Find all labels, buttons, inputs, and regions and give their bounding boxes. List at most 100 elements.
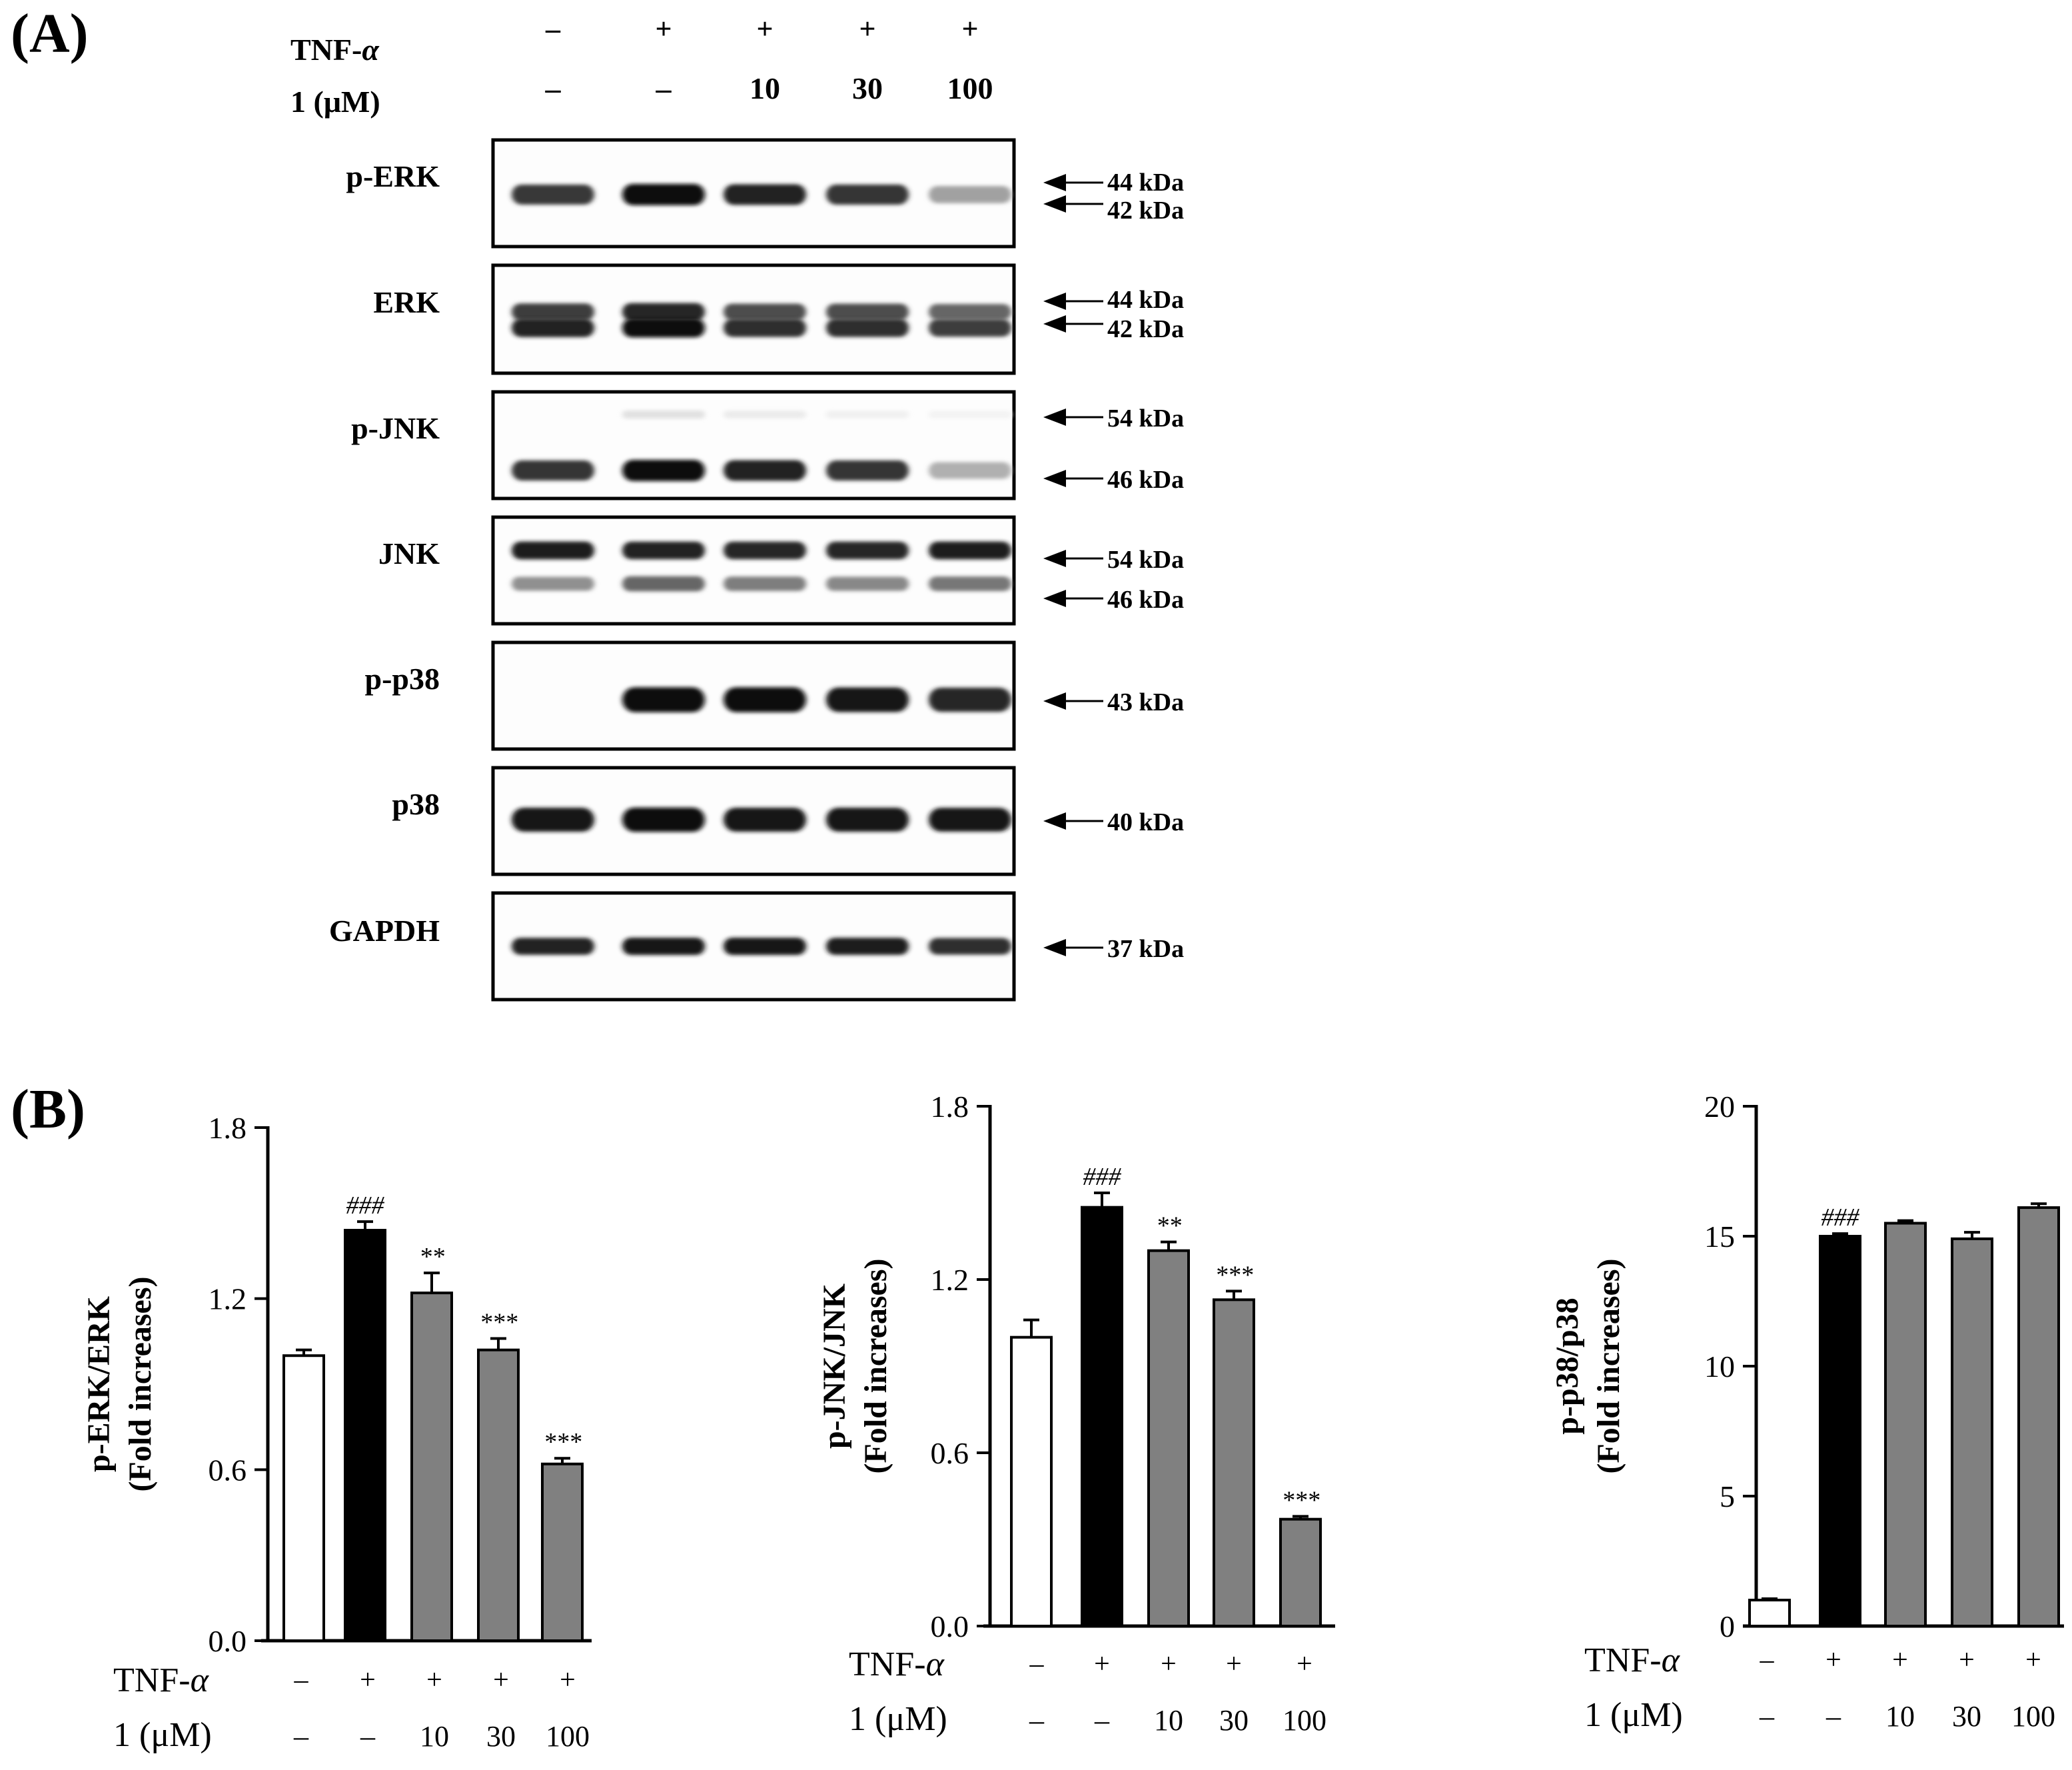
significance-label: ### [346,1192,385,1220]
wb-tnf-value: + [655,13,672,45]
bar [1147,1249,1190,1627]
marker-label: 40 kDa [1107,808,1184,836]
wb-dose-value: – [545,71,562,105]
marker-arrow-head [1043,550,1066,567]
significance-label: ### [1083,1163,1122,1191]
blot-label: p-p38 [365,662,440,696]
bar [477,1348,520,1642]
bar [1010,1335,1053,1627]
blot-band [929,411,1011,419]
blot-label: p-JNK [351,411,440,445]
blot-band [512,808,594,832]
chart-dose-value: 100 [2011,1700,2055,1733]
chart-tnf-value: + [1825,1645,1841,1675]
y-axis-label: (Fold increases) [858,1258,893,1473]
y-tick-label: 0.6 [931,1436,969,1470]
blot-band [622,807,705,832]
wb-tnf-value: – [545,13,561,45]
blot-band [826,184,909,205]
y-tick-label: 0.0 [931,1609,969,1643]
chart-tnf-value: – [1760,1645,1775,1675]
blot-band [724,319,806,337]
marker-label: 46 kDa [1107,586,1184,614]
y-tick-label: 1.2 [209,1282,247,1316]
chart-tnf-value: + [1094,1649,1110,1679]
blot-gapdh: GAPDH 37 kDa [329,891,1184,1002]
marker-label: 37 kDa [1107,935,1184,963]
y-tick-label: 10 [1704,1349,1735,1383]
blot-band [929,319,1011,337]
blot-band [724,411,806,419]
chart-dose-value: 30 [1219,1704,1249,1737]
y-tick-label: 15 [1704,1220,1735,1254]
chart-tnf-value: – [294,1665,309,1695]
chart-dose-value: – [293,1720,309,1753]
marker-arrow-head [1043,812,1066,830]
chart-tnf-value: + [560,1665,576,1695]
blot-band [622,938,705,955]
blot-band [724,460,806,481]
blot-band [724,808,806,832]
chart-dose-value: 10 [1885,1700,1915,1733]
blot-band [929,462,1011,479]
wb-dose-value: 100 [947,71,993,105]
bar [2017,1206,2060,1627]
blot-band [512,460,594,481]
wb-dose-value: 30 [852,71,883,105]
chart-tnf-value: – [1029,1649,1045,1679]
blot-band [826,938,909,955]
chart-dose-value: 10 [1154,1704,1183,1737]
chart-tnf-value: + [1226,1649,1242,1679]
marker-arrow-head [1043,590,1066,607]
wb-dose-label: 1 (μM) [290,85,380,119]
chart-tnf-value: + [493,1665,509,1695]
bar [282,1354,325,1642]
blot-band [622,410,705,419]
blot-band [724,576,806,591]
bar [410,1292,453,1642]
marker-label: 43 kDa [1107,688,1184,716]
panel-label-a: (A) [11,3,89,65]
marker-label: 54 kDa [1107,546,1184,574]
y-tick-label: 0 [1720,1609,1735,1643]
bar-chart-3: 0 5 10 15 20 p-p38/p38 (Fold increases) ### TNF-… [1550,1090,2064,1734]
bar [1951,1237,1993,1627]
significance-label: ** [419,1243,444,1271]
blot-band [929,304,1011,320]
blot-label: JNK [378,536,440,570]
blot-band [512,541,594,560]
chart-dose-label: 1 (μM) [113,1716,212,1754]
chart-tnf-label: TNF-α [113,1661,210,1699]
blot-p-jnk: p-JNK 54 kDa 46 kDa [351,390,1184,500]
y-tick-label: 0.0 [209,1624,247,1658]
chart-dose-value: – [1094,1704,1110,1737]
blot-band [724,938,806,955]
y-axis-label: (Fold increases) [123,1276,158,1491]
chart-dose-value: 10 [420,1720,449,1753]
y-tick-label: 1.8 [209,1111,247,1145]
chart-dose-label: 1 (μM) [1584,1696,1683,1734]
bar-charts: 0.00.61.21.8p-ERK/ERK (Fold increases)###… [81,1090,2064,1754]
bar [1884,1222,1927,1627]
blot-band [724,303,806,321]
chart-tnf-label: TNF-α [849,1645,945,1683]
chart-dose-value: 100 [546,1720,590,1753]
blot-band [724,687,806,712]
marker-label: 42 kDa [1107,315,1184,343]
marker-arrow-head [1043,315,1066,333]
blot-band [512,303,594,321]
chart-tnf-value: + [426,1665,442,1695]
blot-band [929,541,1011,560]
bar [1819,1235,1861,1627]
blot-band [929,938,1011,955]
y-tick-label: 1.8 [931,1090,969,1124]
y-axis-label: p-JNK/JNK [817,1284,852,1449]
chart-dose-value: 100 [1283,1704,1326,1737]
chart-tnf-value: + [1161,1649,1177,1679]
blot-label: p-ERK [346,159,440,193]
y-axis-label: p-p38/p38 [1550,1298,1585,1434]
chart-tnf-label: TNF-α [1584,1641,1681,1679]
significance-label: *** [1215,1261,1253,1289]
wb-tnf-value: + [756,13,773,45]
